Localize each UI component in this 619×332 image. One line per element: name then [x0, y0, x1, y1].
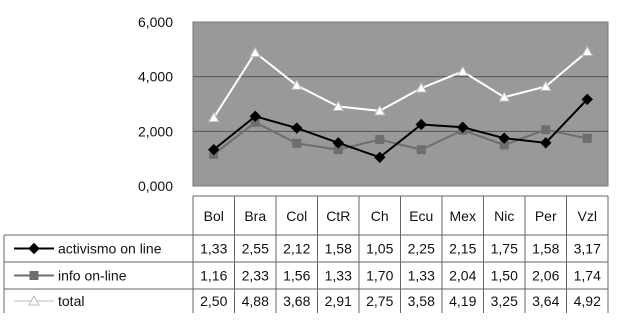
data-point [249, 46, 262, 58]
data-label: 1,56 [283, 268, 310, 284]
legend-marker [28, 294, 40, 306]
data-label: 2,15 [449, 241, 476, 257]
data-point [374, 151, 386, 164]
data-point [416, 145, 426, 155]
data-point [540, 137, 552, 149]
x-tick-label: Bra [244, 208, 266, 224]
data-point [456, 65, 469, 76]
data-point [375, 135, 385, 145]
data-point [332, 100, 345, 111]
data-label: 2,25 [408, 241, 435, 257]
data-label: 1,58 [532, 241, 559, 257]
y-tick-label: 2,000 [138, 123, 173, 139]
data-label: 2,33 [242, 268, 269, 284]
y-tick-label: 0,000 [138, 178, 173, 194]
x-tick-label: Ecu [409, 208, 433, 224]
x-tick-label: Nic [494, 208, 514, 224]
data-label: 2,55 [242, 241, 269, 257]
data-point [581, 93, 593, 106]
data-point [373, 104, 386, 116]
data-point [541, 125, 551, 135]
data-label: 1,33 [200, 241, 227, 257]
data-point [415, 118, 427, 131]
data-label: 1,05 [366, 241, 393, 257]
data-point [498, 91, 511, 102]
data-point [415, 82, 428, 93]
data-label: 2,04 [449, 268, 476, 284]
x-tick-label: Per [535, 208, 557, 224]
plot-area [192, 21, 609, 187]
data-point [457, 121, 469, 133]
data-label: 1,33 [408, 268, 435, 284]
x-tick-label: CtR [326, 208, 350, 224]
x-tick-label: Vzl [578, 208, 597, 224]
legend-marker [28, 242, 40, 255]
data-point [249, 110, 261, 123]
data-label: 1,75 [491, 241, 518, 257]
data-point [207, 111, 220, 123]
x-tick-label: Mex [450, 208, 476, 224]
data-label: 3,17 [574, 241, 601, 257]
data-label: 2,75 [366, 293, 393, 309]
data-point [290, 79, 303, 90]
data-point [539, 80, 552, 92]
data-point [498, 132, 510, 144]
y-tick-label: 6,000 [138, 14, 173, 30]
data-point [332, 137, 344, 149]
legend-series-name: info on-line [58, 268, 127, 284]
legend-series-name: activismo on line [58, 241, 162, 257]
data-label: 4,88 [242, 293, 269, 309]
data-label: 1,74 [574, 268, 601, 284]
data-label: 1,16 [200, 268, 227, 284]
data-label: 1,58 [325, 241, 352, 257]
data-point [291, 122, 303, 134]
data-label: 1,33 [325, 268, 352, 284]
data-label: 2,91 [325, 293, 352, 309]
data-point [581, 45, 594, 57]
series-line-2 [212, 50, 588, 119]
data-label: 2,12 [283, 241, 310, 257]
x-tick-label: Col [286, 208, 307, 224]
series-line-1 [213, 121, 588, 156]
x-tick-label: Bol [204, 208, 224, 224]
data-point [292, 138, 302, 148]
data-label: 2,50 [200, 293, 227, 309]
series-line-0 [213, 98, 588, 159]
x-tick-label: Ch [371, 208, 389, 224]
data-label: 2,06 [532, 268, 559, 284]
data-label: 1,70 [366, 268, 393, 284]
data-label: 4,92 [574, 293, 601, 309]
legend-series-name: total [58, 293, 84, 309]
data-label: 3,68 [283, 293, 310, 309]
data-point [582, 133, 592, 143]
data-label: 4,19 [449, 293, 476, 309]
data-label: 3,25 [491, 293, 518, 309]
data-point [208, 143, 220, 156]
legend-marker [29, 271, 39, 280]
data-label: 3,58 [408, 293, 435, 309]
y-tick-label: 4,000 [138, 69, 173, 85]
data-label: 1,50 [491, 268, 518, 284]
data-label: 3,64 [532, 293, 559, 309]
